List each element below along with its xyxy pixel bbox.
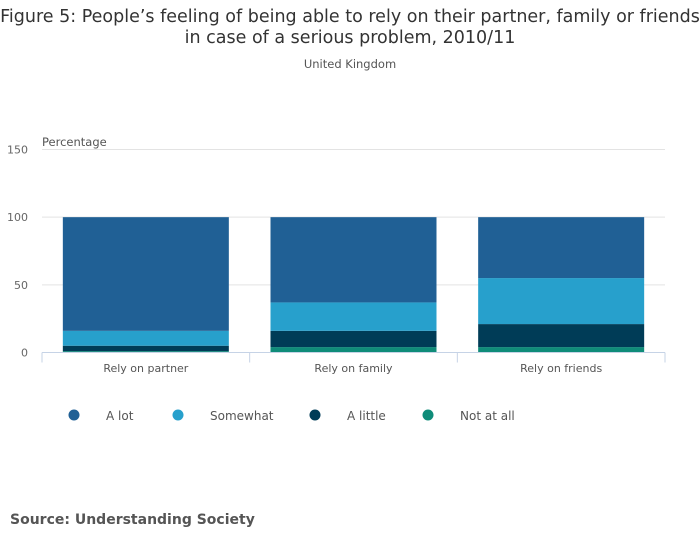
legend-marker: [309, 409, 321, 421]
bar-segment: [270, 302, 437, 331]
chart-subtitle: United Kingdom: [303, 57, 397, 71]
bar-segment: [62, 217, 229, 331]
stacked-bar-chart: 0 50 100 150 Percentage Rely on partner Rely o…: [7, 135, 666, 423]
legend-label: A lot: [106, 409, 134, 423]
x-tick-label: Rely on friends: [520, 362, 602, 375]
bar-segment: [478, 324, 645, 348]
bar-segment: [478, 217, 645, 279]
x-tick-label: Rely on family: [314, 362, 393, 375]
bar-segment: [62, 330, 229, 346]
x-tick-label: Rely on partner: [103, 362, 188, 375]
bar-segment: [270, 217, 437, 303]
y-tick-label: 0: [21, 347, 28, 360]
legend-marker: [172, 409, 184, 421]
y-tick-label: 50: [14, 279, 28, 292]
y-axis-label: Percentage: [42, 135, 107, 149]
source-note: Source: Understanding Society: [10, 512, 255, 528]
y-tick-label: 150: [7, 144, 28, 157]
bar-segment: [478, 278, 645, 325]
bar-segment: [62, 351, 229, 353]
chart-title: Figure 5: People’s feeling of being able…: [0, 7, 700, 48]
bar-segment: [62, 345, 229, 352]
legend-label: Not at all: [460, 409, 515, 423]
legend-label: A little: [347, 409, 386, 423]
bar-segment: [270, 330, 437, 348]
bar-segment: [270, 347, 437, 353]
bar-segment: [478, 347, 645, 353]
legend-marker: [422, 409, 434, 421]
legend-marker: [68, 409, 80, 421]
legend-label: Somewhat: [210, 409, 274, 423]
y-tick-label: 100: [7, 211, 28, 224]
